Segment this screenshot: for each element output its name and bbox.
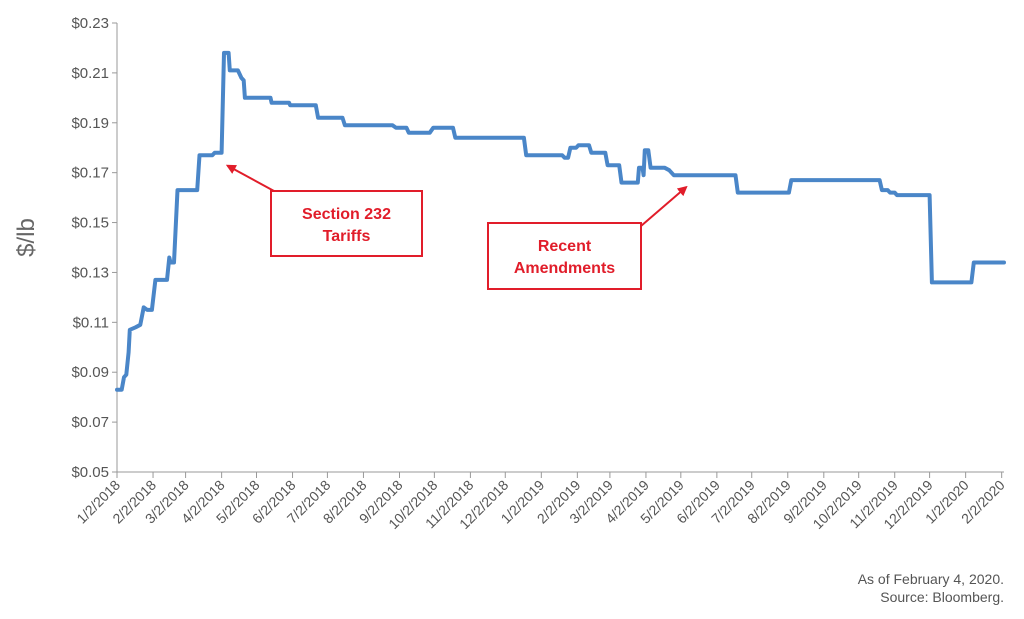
y-tick-label: $0.21 <box>71 65 109 82</box>
price-series-line <box>115 50 1006 392</box>
x-axis: 1/2/20182/2/20183/2/20184/2/20185/2/2018… <box>73 471 1008 532</box>
y-tick-label: $0.17 <box>71 165 109 182</box>
y-tick-label: $0.19 <box>71 115 109 132</box>
section-232-annotation: Section 232 Tariffs <box>225 164 423 257</box>
annotation-text: Amendments <box>514 260 615 277</box>
annotations: Section 232 Tariffs Recent Amendments <box>225 164 688 290</box>
y-tick-label: $0.09 <box>71 364 109 381</box>
y-tick-label: $0.07 <box>71 414 109 431</box>
annotation-arrow <box>640 185 688 227</box>
series-lines <box>115 50 1006 392</box>
source-note: Source: Bloomberg. <box>880 589 1004 605</box>
y-tick-label: $0.05 <box>71 464 109 481</box>
recent-amendments-annotation: Recent Amendments <box>487 185 688 290</box>
footnote: As of February 4, 2020. Source: Bloomber… <box>858 570 1004 606</box>
y-tick-label: $0.23 <box>71 15 109 32</box>
y-axis: $0.05 $0.07 $0.09 $0.11 $0.13 $0.15 $0.17 $0.19… <box>13 15 118 481</box>
annotation-box <box>487 222 642 290</box>
y-axis-title: $/lb <box>13 218 40 257</box>
y-tick-label: $0.13 <box>71 264 109 281</box>
annotation-text: Section 232 <box>302 206 391 223</box>
annotation-arrow <box>225 164 275 192</box>
annotation-box <box>270 190 423 257</box>
as-of-note: As of February 4, 2020. <box>857 571 1004 587</box>
annotation-text: Recent <box>538 238 592 255</box>
y-tick-label: $0.11 <box>73 314 109 331</box>
annotation-text: Tariffs <box>323 228 371 245</box>
y-tick-label: $0.15 <box>71 215 109 232</box>
